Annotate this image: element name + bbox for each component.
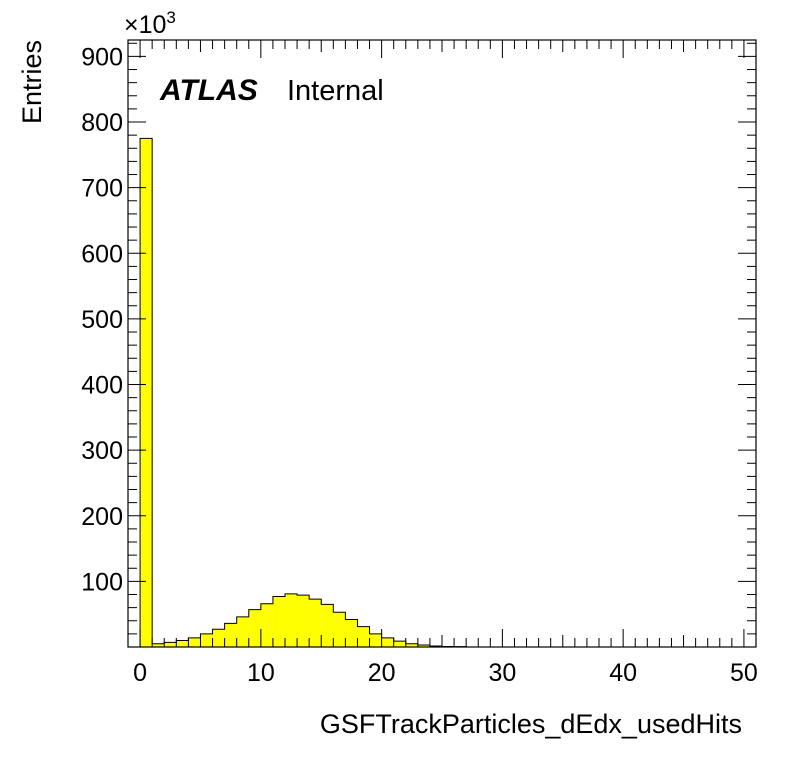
histogram-bar-9	[248, 609, 261, 647]
x-tick-label: 10	[247, 659, 275, 687]
x-tick-label: 40	[609, 659, 637, 687]
y-exponent-base: ×10	[124, 11, 166, 39]
histogram-bar-0	[140, 138, 153, 647]
tick-labels: 0 10 20 30 40 50 100 200 300 400 500 600 700 800 900	[81, 43, 758, 687]
y-tick-label: 400	[81, 372, 123, 400]
histogram-bar-14	[309, 599, 322, 647]
histogram-bar-11	[272, 596, 285, 647]
histogram-bar-2	[164, 642, 177, 647]
histogram-bar-3	[176, 640, 189, 647]
histogram-bar-13	[297, 595, 310, 647]
histogram-bar-10	[260, 603, 273, 647]
y-tick-label: 300	[81, 437, 123, 465]
atlas-label: ATLAS	[159, 74, 258, 107]
histogram-bar-7	[224, 623, 237, 647]
histogram-bar-19	[369, 633, 382, 647]
y-tick-label: 600	[81, 240, 123, 268]
histogram-bar-4	[188, 637, 201, 647]
y-tick-label: 700	[81, 175, 123, 203]
y-tick-label: 100	[81, 568, 123, 596]
y-tick-label: 900	[81, 43, 123, 71]
histogram-bar-8	[236, 616, 249, 647]
x-tick-label: 0	[133, 659, 147, 687]
histogram-bar-18	[357, 626, 370, 647]
y-tick-label: 500	[81, 306, 123, 334]
histogram-bar-16	[333, 612, 346, 647]
histogram-outline	[139, 137, 467, 648]
axis-ticks	[128, 40, 756, 648]
histogram-bar-20	[381, 637, 394, 647]
histogram-bar-5	[200, 633, 213, 647]
histogram-bar-15	[321, 604, 334, 647]
histogram-bar-23	[417, 645, 430, 647]
y-exponent-label: ×103	[124, 8, 176, 39]
y-tick-label: 200	[81, 503, 123, 531]
histogram-bar-6	[212, 629, 225, 647]
histogram-bar-17	[345, 619, 358, 647]
histogram-bar-1	[152, 643, 165, 647]
histogram-bars	[139, 137, 467, 648]
histogram-bar-12	[285, 593, 298, 647]
x-axis-label: GSFTrackParticles_dEdx_usedHits	[320, 709, 742, 739]
x-tick-label: 20	[368, 659, 396, 687]
y-exponent-power: 3	[166, 8, 175, 27]
y-axis-label: Entries	[17, 40, 47, 124]
y-tick-label: 800	[81, 109, 123, 137]
x-tick-label: 30	[488, 659, 516, 687]
histogram-bar-22	[405, 643, 418, 647]
plot-frame	[127, 39, 757, 648]
x-tick-label: 50	[730, 659, 758, 687]
internal-label: Internal	[287, 75, 384, 107]
histogram-bar-21	[393, 641, 406, 647]
